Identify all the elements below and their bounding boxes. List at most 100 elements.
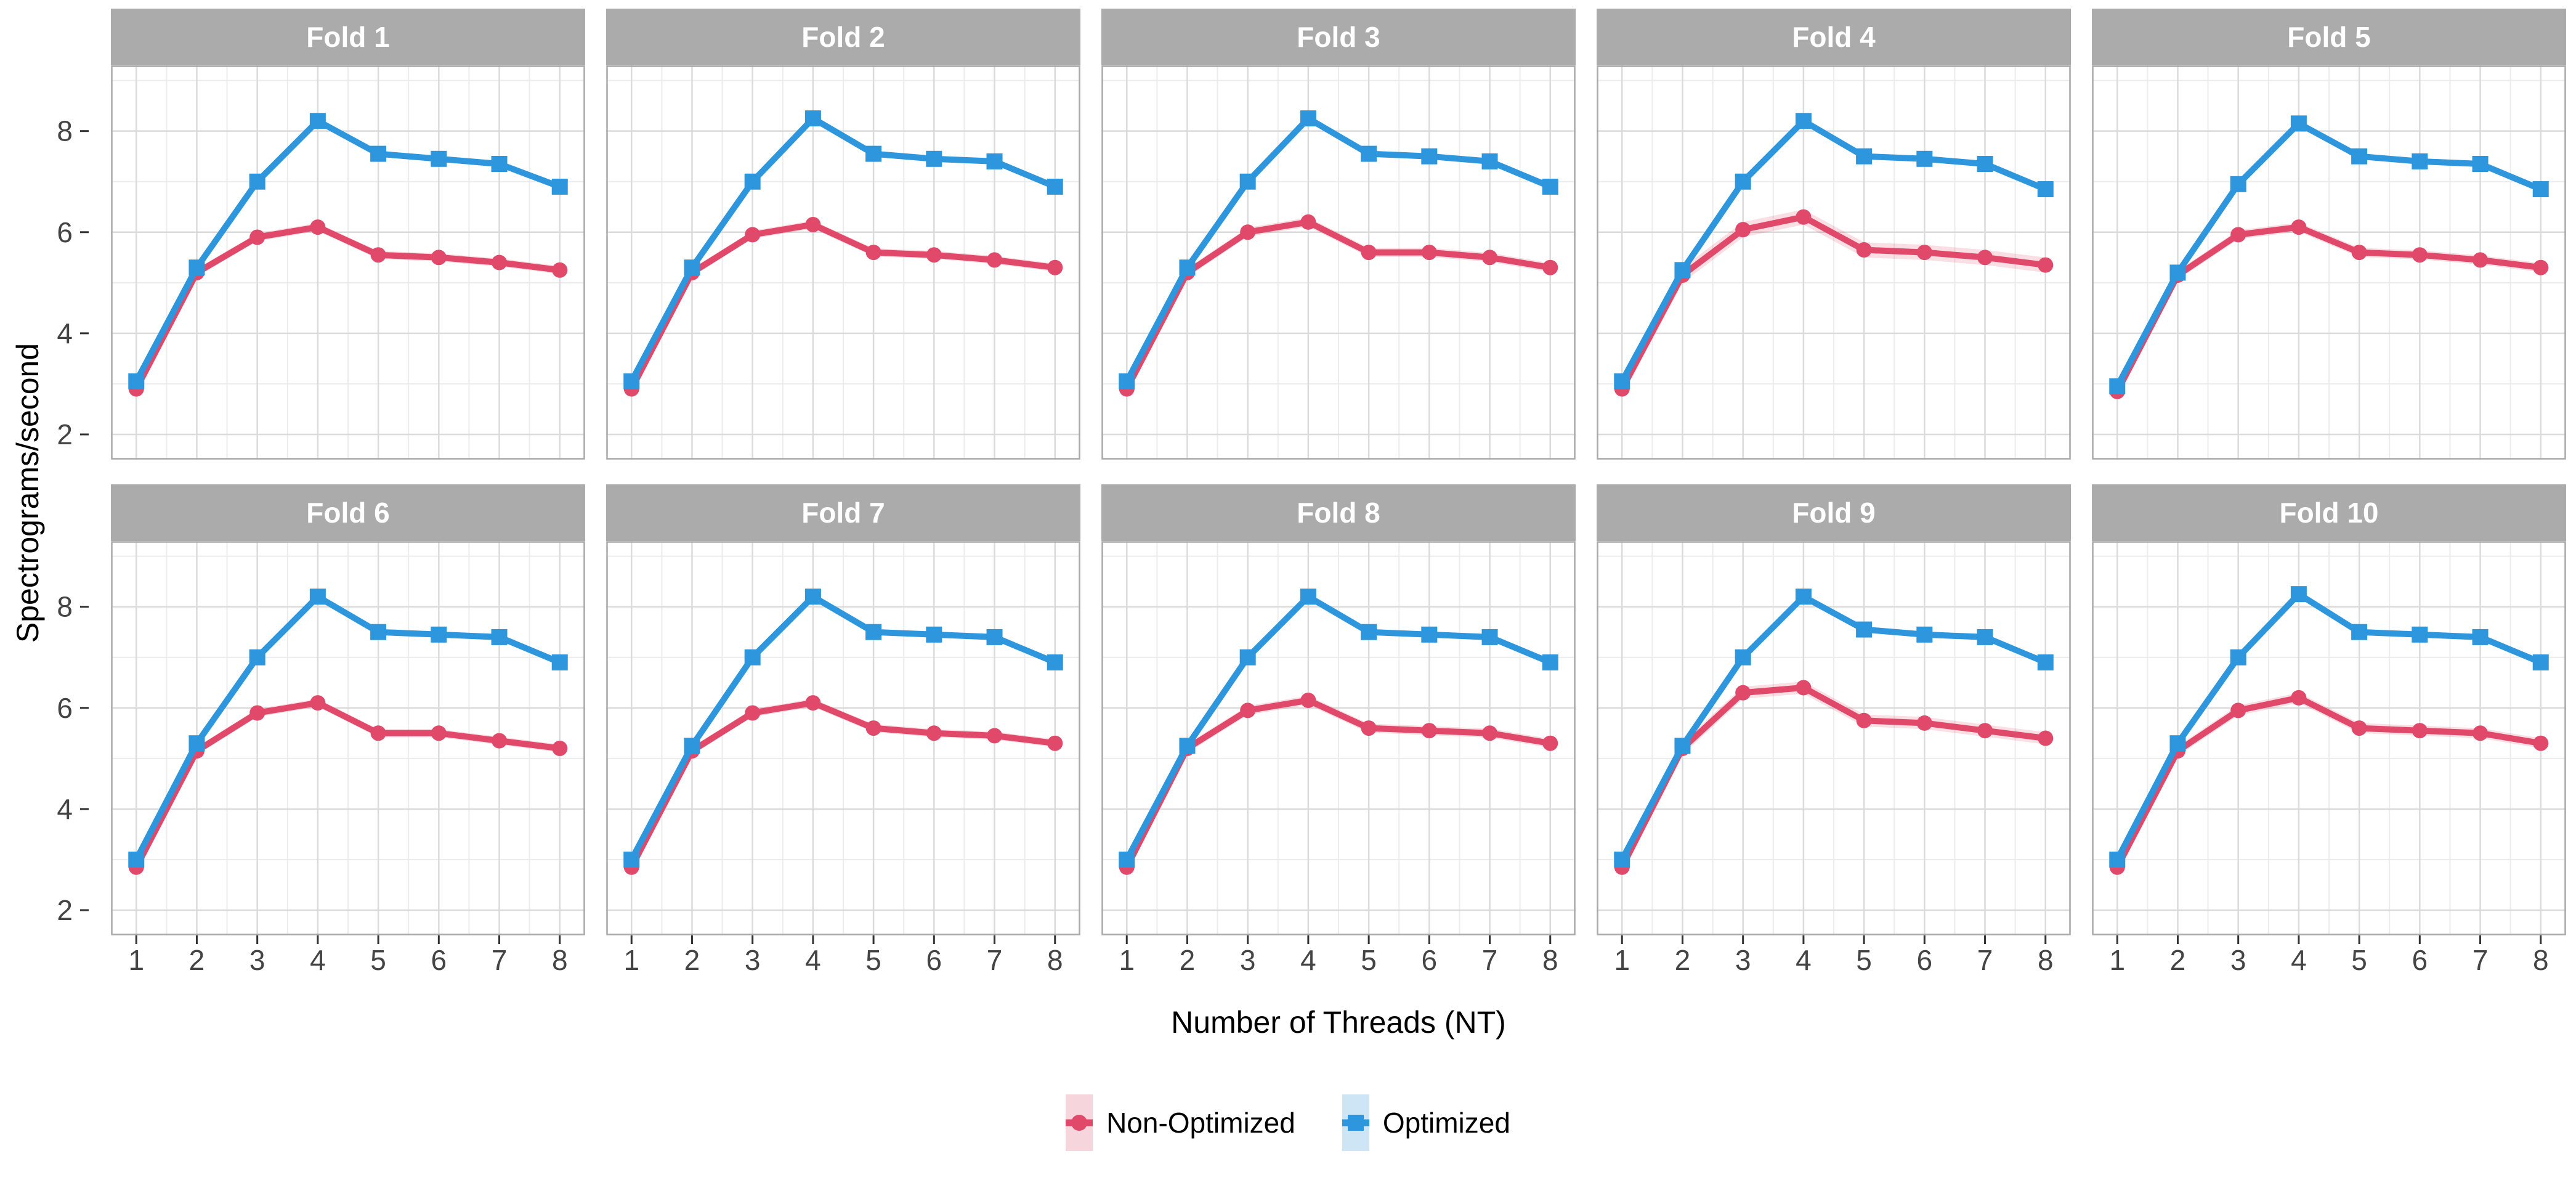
non-optimized-point	[1047, 259, 1063, 275]
optimized-point	[2037, 654, 2054, 670]
non-optimized-point	[1796, 209, 1812, 225]
non-optimized-point	[310, 695, 326, 711]
non-optimized-ribbon	[1622, 682, 2046, 874]
optimized-point	[1674, 262, 1691, 279]
facet-title: Fold 7	[801, 497, 885, 529]
x-tick-label: 8	[1047, 944, 1063, 975]
optimized-point	[370, 624, 387, 640]
optimized-point	[986, 629, 1003, 645]
optimized-point	[1614, 851, 1630, 868]
optimized-point	[2351, 148, 2368, 165]
optimized-point	[2230, 176, 2246, 192]
x-tick-label: 1	[1119, 944, 1135, 975]
x-tick-label: 2	[189, 944, 205, 975]
optimized-point	[1977, 156, 1993, 172]
optimized-point	[1481, 153, 1498, 169]
panel-border	[1101, 65, 1576, 460]
non-optimized-point	[1361, 245, 1377, 261]
non-optimized-point	[1240, 224, 1256, 240]
facet-panel-7: Fold 7 1 2 3 4 5 6 7 8	[606, 484, 1080, 975]
non-optimized-line	[2114, 694, 2544, 871]
facet-grid: 2 4 6 8 Fold 1 Fold 2 Fold 3 Fold 4 Fold 5 2 4 6 8 Fo…	[10, 9, 2566, 1152]
optimized-point	[926, 150, 942, 167]
non-optimized-line	[2114, 224, 2544, 395]
x-tick-label: 7	[987, 944, 1003, 975]
x-tick-label: 3	[1735, 944, 1751, 975]
non-optimized-point	[552, 740, 568, 756]
facet-title: Fold 1	[306, 21, 390, 53]
x-tick-label: 8	[552, 944, 568, 975]
optimized-point	[2472, 156, 2489, 172]
optimized-line	[2114, 591, 2544, 863]
facet-title: Fold 2	[801, 21, 885, 53]
optimized-point	[1542, 654, 1558, 670]
optimized-point	[2169, 735, 2186, 752]
optimized-line	[628, 593, 1058, 863]
facet-strip: Fold 1	[111, 9, 585, 65]
x-axis-ticks: 1 2 3 4 5 6 7 8	[623, 935, 1063, 975]
legend-entry-non-optimized: Non-Optimized	[1066, 1093, 1295, 1152]
panel-border	[111, 541, 585, 935]
y-axis-tick-gutter-row1: 2 4 6 8	[10, 9, 90, 460]
non-optimized-point	[1916, 715, 1932, 731]
facet-panel-10: Fold 10 1 2 3 4 5 6 7 8	[2092, 484, 2566, 975]
facet-strip: Fold 6	[111, 484, 585, 541]
facet-title: Fold 6	[306, 497, 390, 529]
optimized-line	[2114, 120, 2544, 390]
x-tick-label: 2	[1180, 944, 1196, 975]
optimized-point	[491, 156, 508, 172]
optimized-line	[1619, 593, 2049, 863]
x-tick-label: 6	[926, 944, 942, 975]
non-optimized-point	[2473, 725, 2489, 741]
non-optimized-point	[2038, 257, 2054, 273]
x-tick-label: 4	[1300, 944, 1316, 975]
facet-title: Fold 3	[1297, 21, 1380, 53]
gutter-spacer	[10, 9, 90, 65]
non-optimized-point	[249, 705, 265, 721]
legend: Non-Optimized Optimized	[10, 1093, 2566, 1152]
x-tick-label: 6	[431, 944, 447, 975]
x-tick-label: 8	[1542, 944, 1558, 975]
optimized-point	[1119, 373, 1135, 389]
optimized-point	[431, 150, 447, 167]
non-optimized-point	[805, 695, 821, 711]
non-optimized-point	[1421, 245, 1437, 261]
non-optimized-point	[1977, 250, 1993, 266]
facet-plot	[606, 541, 1080, 935]
panel-border	[111, 65, 585, 460]
non-optimized-point	[2533, 259, 2549, 275]
legend-label: Non-Optimized	[1106, 1107, 1295, 1139]
x-tick-label: 5	[2351, 944, 2367, 975]
facet-plot	[1597, 65, 2071, 460]
legend-key-non-optimized-icon	[1066, 1094, 1093, 1151]
optimized-point	[986, 153, 1003, 169]
optimized-point	[551, 654, 568, 670]
non-optimized-point	[2351, 245, 2367, 261]
optimized-point	[188, 259, 205, 276]
optimized-point	[2037, 181, 2054, 198]
y-tick-label: 6	[57, 216, 73, 248]
non-optimized-line	[133, 699, 563, 871]
y-axis-ticks: 2 4 6 8	[57, 591, 89, 926]
facet-title: Fold 8	[1297, 497, 1380, 529]
optimized-point	[2109, 378, 2126, 395]
non-optimized-point	[805, 216, 821, 232]
facet-plot	[111, 65, 585, 460]
x-tick-label: 3	[2230, 944, 2246, 975]
facet-panel-9: Fold 9 1 2 3 4 5 6 7 8	[1597, 484, 2071, 975]
optimized-line	[133, 118, 563, 385]
y-tick-label: 4	[57, 793, 73, 825]
optimized-point	[128, 373, 145, 389]
non-optimized-line	[1619, 684, 2049, 871]
panel-border	[1597, 65, 2071, 460]
optimized-point	[309, 588, 326, 605]
non-optimized-point	[745, 705, 761, 721]
facet-panel-8: Fold 8 1 2 3 4 5 6 7 8	[1101, 484, 1576, 975]
non-optimized-point	[431, 725, 447, 741]
legend-key-square-marker	[1347, 1115, 1364, 1131]
x-tick-label: 4	[805, 944, 821, 975]
optimized-line	[1124, 115, 1553, 385]
non-optimized-line	[1124, 697, 1553, 871]
x-axis-ticks: 1 2 3 4 5 6 7 8	[128, 935, 568, 975]
panel-border	[606, 65, 1080, 460]
